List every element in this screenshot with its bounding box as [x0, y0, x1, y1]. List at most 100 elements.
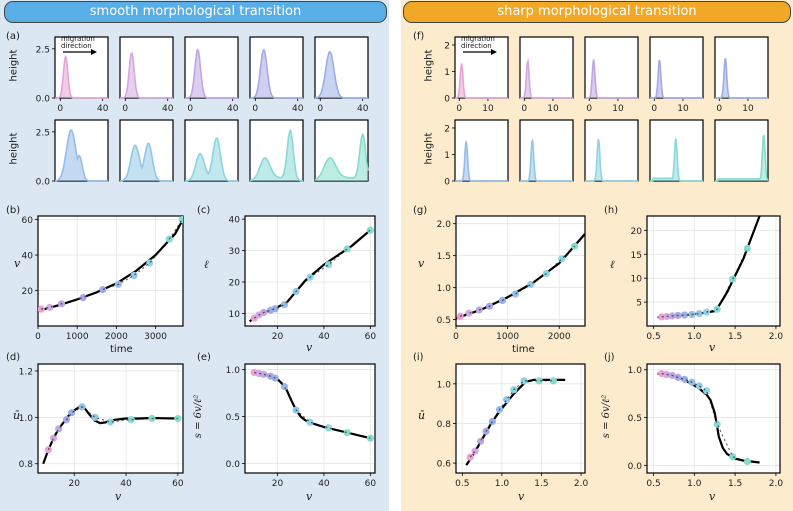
data-point: [729, 453, 737, 461]
ytick-label: 0.5: [437, 316, 451, 326]
xtick-label: 2.0: [769, 479, 784, 489]
xtick-label: 20: [272, 332, 284, 342]
ytick-label: 1.0: [437, 380, 452, 390]
ytick-label: 15: [631, 251, 642, 261]
plot-c-area: [245, 216, 375, 326]
xtick-label: 1.0: [687, 479, 702, 489]
profile-fill: [715, 59, 768, 98]
ytick-label: 20: [22, 287, 34, 297]
profile-fill: [185, 138, 238, 181]
xlabel-i: v: [518, 490, 525, 503]
xtick-label: 2.0: [769, 332, 784, 342]
xlabel-h: v: [709, 341, 716, 354]
ytick-label: 1.0: [437, 284, 452, 294]
plot-h: 5 10 15 20 0.5 1.0 1.5 2.0: [631, 215, 784, 342]
right-panel-title: sharp morphological transition: [403, 1, 791, 23]
plot-e-area: [245, 364, 375, 473]
plot-b-area: [38, 216, 183, 326]
xtick-label: 40: [97, 104, 109, 114]
panel-label-f: (f): [413, 31, 425, 42]
plot-f-8: [584, 119, 639, 182]
profile-line: [520, 138, 573, 182]
plot-a-9: [249, 119, 304, 182]
xtick-label: 10: [742, 104, 754, 114]
data-point: [702, 387, 711, 395]
plot-a-5: 0 40: [314, 36, 369, 114]
xtick-label: 1.5: [728, 332, 742, 342]
data-point: [471, 447, 479, 455]
profile-line: [54, 129, 108, 182]
xtick-label: 10: [677, 104, 689, 114]
xtick-label: 60: [365, 332, 377, 342]
ytick-label: 0.0: [628, 462, 643, 472]
plot-a-10: [314, 119, 369, 182]
ytick-label: 1.0: [226, 366, 241, 376]
data-point: [324, 424, 333, 432]
ytick-label: 0.0: [36, 95, 51, 105]
ytick-label: 1.5: [437, 252, 451, 262]
plot-a-2: 0 40: [119, 36, 174, 114]
plot-c: 10 20 30 40 20 40 60: [229, 215, 377, 342]
xtick-label: 40: [120, 479, 132, 489]
profile-line: [585, 59, 638, 99]
profile-fill: [715, 135, 768, 181]
ytick-label: 1.2: [19, 367, 33, 377]
data-point: [130, 271, 138, 280]
series-dash: [661, 248, 748, 318]
plot-f-10-area: [715, 120, 768, 181]
xlabel-d: v: [115, 490, 122, 503]
ytick-label: 2: [444, 41, 450, 51]
profile-fill: [650, 138, 703, 181]
profile-line: [249, 128, 304, 182]
ytick-label: 0.5: [226, 413, 240, 423]
ytick-label: 2: [444, 124, 450, 134]
profile-fill: [315, 51, 368, 98]
profile-line: [585, 138, 638, 182]
plot-f-2: 0 10: [519, 36, 574, 114]
data-point: [44, 446, 52, 454]
xtick-label: 0: [651, 104, 657, 114]
xtick-label: 20: [272, 479, 284, 489]
ytick-label: 2.5: [36, 128, 50, 138]
profile-line: [120, 142, 173, 182]
panel-label-j: (j): [604, 352, 615, 363]
xtick-label: 1000: [66, 332, 89, 342]
xtick-label: 0: [521, 104, 527, 114]
data-point: [571, 242, 579, 250]
xtick-label: 2000: [548, 332, 571, 342]
data-point: [680, 311, 689, 319]
plot-f-5: 0 10: [714, 36, 769, 114]
profile-fill: [250, 49, 303, 98]
data-point: [91, 413, 99, 421]
profile-line: [250, 48, 303, 99]
xlabel-b: time: [110, 344, 133, 355]
plot-c-frame: [244, 215, 376, 327]
xlabel-j: v: [709, 490, 716, 503]
ytick-label: 30: [229, 247, 241, 257]
data-point: [366, 226, 374, 234]
panel-label-d: (d): [6, 352, 21, 363]
profile-line: [185, 48, 238, 99]
height-label-a-bottom: height: [8, 132, 20, 165]
height-label-f-top: height: [423, 49, 435, 82]
xtick-label: 1.0: [495, 479, 510, 489]
plot-b: 20 40 60 0 1000 2000 3000: [22, 215, 184, 342]
data-point: [511, 290, 519, 298]
data-point: [695, 382, 703, 390]
profile-line: [55, 54, 108, 99]
data-point: [343, 245, 351, 253]
ytick-label: 2.0: [437, 220, 452, 230]
data-point: [271, 305, 279, 313]
xtick-label: 40: [318, 332, 330, 342]
ytick-label: 0.8: [437, 420, 452, 430]
ytick-label: 40: [229, 216, 241, 226]
migration-label-left: migration direction: [61, 36, 95, 50]
xtick-label: 40: [162, 104, 174, 114]
data-point: [178, 216, 183, 224]
ytick-label: 20: [229, 279, 241, 289]
data-point: [662, 370, 671, 379]
data-point: [174, 414, 182, 423]
plot-f-9: [649, 119, 704, 182]
ylabel-i: ū: [418, 409, 426, 422]
plot-h-area: [647, 216, 780, 326]
